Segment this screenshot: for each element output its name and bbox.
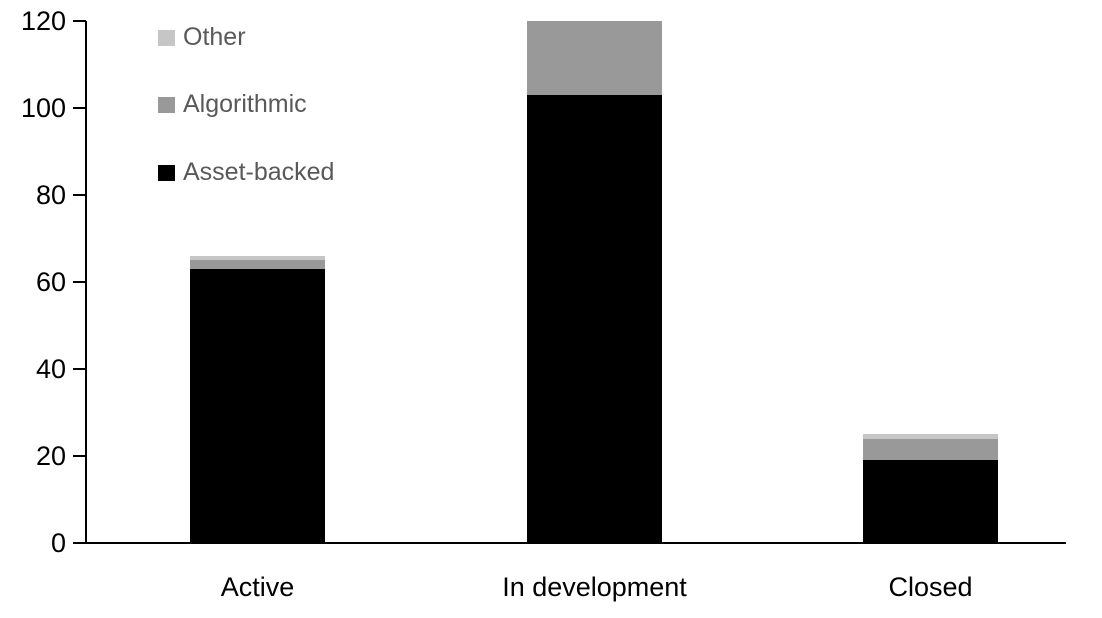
legend-item-asset-backed: Asset-backed	[158, 160, 334, 185]
bar-segment-closed-other	[863, 434, 998, 439]
bar-segment-active-asset-backed	[190, 268, 325, 543]
x-category-label-in-development: In development	[502, 572, 687, 602]
y-tick-mark	[73, 107, 86, 109]
y-tick-mark	[73, 281, 86, 283]
legend-item-other: Other	[158, 25, 246, 50]
y-tick-mark	[73, 368, 86, 370]
legend-item-algorithmic: Algorithmic	[158, 92, 307, 117]
legend-label: Asset-backed	[183, 158, 335, 186]
y-tick-label: 120	[20, 6, 66, 36]
y-tick-label: 100	[20, 93, 66, 123]
bar-segment-active-other	[190, 255, 325, 261]
y-tick-label: 60	[35, 267, 66, 297]
y-tick-mark	[73, 542, 86, 544]
other-swatch-icon	[158, 29, 175, 46]
x-category-label-active: Active	[220, 572, 295, 602]
legend-label: Algorithmic	[183, 90, 307, 118]
x-axis-line	[85, 542, 1066, 544]
y-tick-label: 20	[35, 441, 66, 471]
asset-backed-swatch-icon	[158, 164, 175, 181]
y-tick-label: 40	[35, 354, 66, 384]
bar-segment-in-development-asset-backed	[527, 94, 662, 543]
bar-segment-closed-algorithmic	[863, 438, 998, 461]
bar-segment-in-development-algorithmic	[527, 21, 662, 95]
y-tick-label: 0	[50, 528, 66, 558]
algorithmic-swatch-icon	[158, 96, 175, 113]
y-axis-line	[85, 21, 87, 544]
legend-label: Other	[183, 23, 246, 51]
y-tick-mark	[73, 194, 86, 196]
y-tick-label: 80	[35, 180, 66, 210]
y-tick-mark	[73, 20, 86, 22]
bar-segment-active-algorithmic	[190, 260, 325, 269]
y-tick-mark	[73, 455, 86, 457]
x-category-label-closed: Closed	[888, 572, 973, 602]
bar-segment-closed-asset-backed	[863, 460, 998, 543]
